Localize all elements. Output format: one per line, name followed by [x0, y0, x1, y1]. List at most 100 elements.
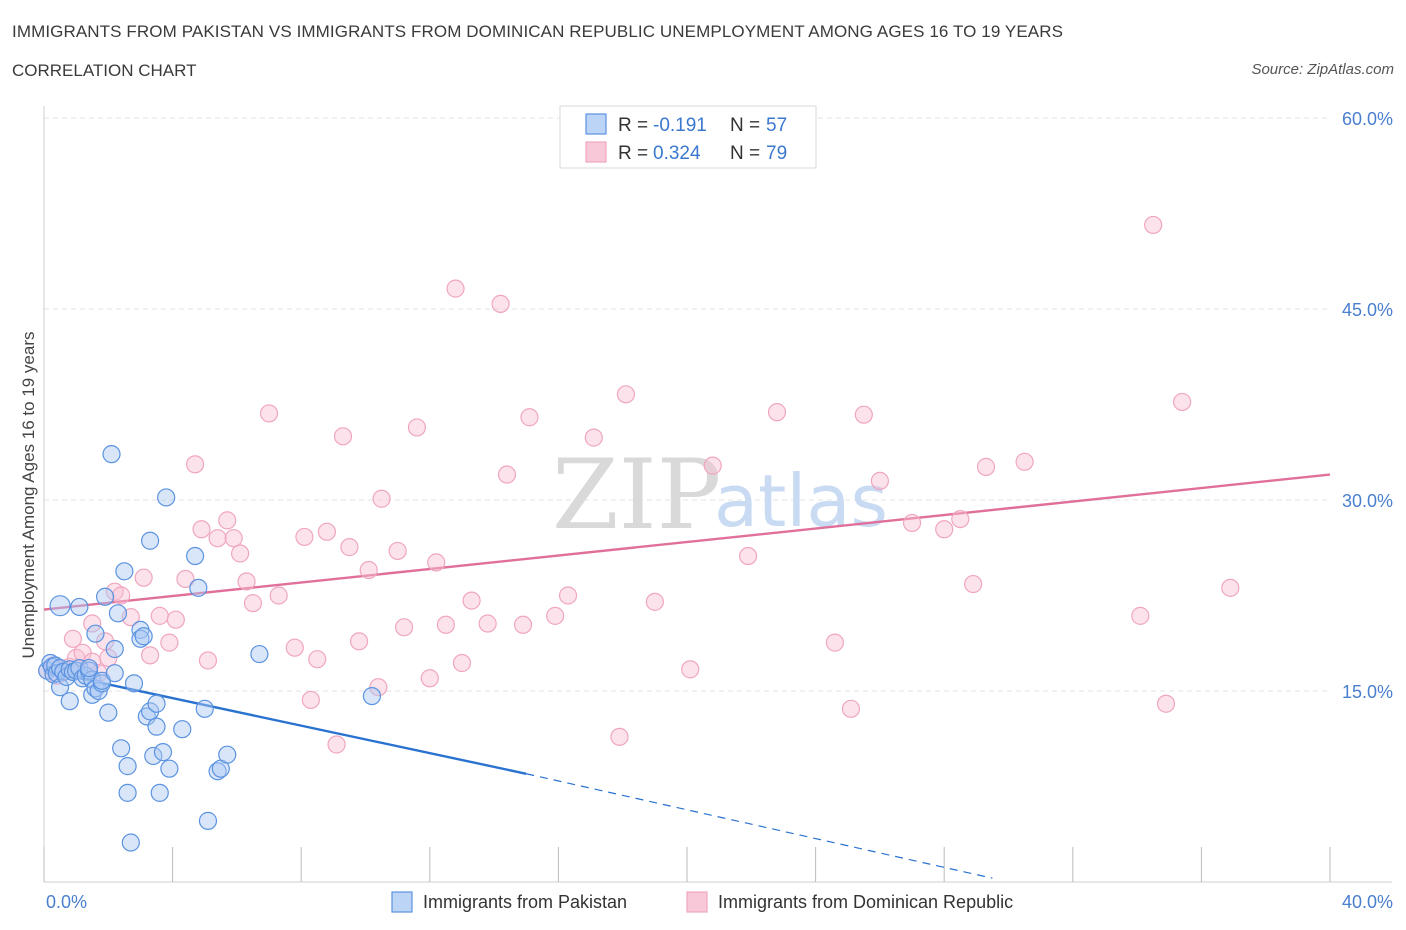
point-pakistan-60 [218, 745, 237, 764]
point-pakistan-61 [250, 644, 269, 664]
point-pakistan-33 [108, 604, 128, 623]
point-dominican-77 [976, 457, 996, 476]
point-pakistan-36 [118, 757, 137, 776]
point-pakistan-55 [189, 578, 208, 597]
point-dominican-53 [462, 591, 481, 610]
point-dominican-32 [269, 586, 288, 605]
x-tick-label-0: 0.0% [46, 892, 87, 912]
point-dominican-83 [1221, 578, 1240, 597]
point-pakistan-35 [115, 562, 134, 581]
point-pakistan-8 [50, 678, 70, 697]
point-dominican-42 [359, 560, 378, 580]
legend-r-value-pakistan: -0.191 [653, 115, 707, 136]
point-dominican-9 [83, 614, 102, 633]
series-pakistan-points [38, 445, 382, 852]
point-pakistan-57 [198, 811, 218, 830]
point-dominican-50 [436, 615, 455, 634]
point-dominican-76 [964, 574, 983, 594]
point-dominican-68 [767, 403, 787, 422]
point-pakistan-42 [134, 627, 153, 646]
y-tick-label-1: 30.0% [1342, 491, 1393, 511]
point-dominican-36 [308, 650, 327, 669]
point-pakistan-10 [60, 660, 79, 679]
point-dominican-17 [140, 646, 160, 665]
point-dominican-71 [854, 405, 873, 424]
point-dominican-73 [902, 513, 922, 533]
point-dominican-64 [645, 592, 664, 611]
trend-line-pakistan-extrapolated [526, 773, 993, 879]
point-pakistan-41 [131, 629, 150, 648]
point-dominican-6 [63, 629, 83, 648]
point-dominican-49 [427, 553, 446, 572]
point-pakistan-31 [105, 639, 124, 659]
point-dominican-58 [520, 408, 539, 427]
point-dominican-21 [176, 569, 195, 589]
point-pakistan-45 [140, 702, 160, 721]
point-dominican-12 [99, 648, 118, 667]
point-dominican-66 [703, 456, 722, 475]
point-dominican-62 [610, 727, 629, 746]
point-dominican-43 [369, 678, 388, 697]
source-label: Source: ZipAtlas.com [1251, 61, 1394, 78]
point-dominican-61 [584, 428, 603, 447]
y-axis-label: Unemployment Among Ages 16 to 19 years [19, 332, 38, 659]
point-pakistan-49 [150, 783, 169, 802]
y-tick-label-0: 15.0% [1342, 682, 1393, 702]
point-dominican-41 [349, 632, 369, 651]
point-pakistan-53 [173, 720, 192, 739]
x-tick-label-1: 40.0% [1342, 892, 1393, 912]
axes [43, 106, 1392, 883]
point-dominican-44 [372, 489, 391, 508]
point-dominican-54 [478, 614, 497, 633]
point-pakistan-62 [362, 686, 382, 706]
series-legend: Immigrants from Pakistan Immigrants from… [391, 891, 1013, 913]
legend-n-label-pakistan: N = [730, 115, 760, 136]
point-dominican-45 [388, 541, 407, 561]
point-pakistan-12 [49, 595, 71, 617]
point-pakistan-58 [208, 762, 227, 781]
point-pakistan-16 [73, 669, 92, 688]
point-dominican-80 [1144, 215, 1163, 235]
stats-legend: R = -0.191 N = 57 R = 0.324 N = 79 [559, 105, 817, 169]
point-pakistan-44 [140, 531, 160, 550]
point-dominican-35 [301, 690, 320, 710]
point-pakistan-29 [99, 703, 118, 722]
point-dominican-33 [285, 638, 304, 657]
point-pakistan-21 [79, 658, 99, 678]
legend-r-label-dominican: R = [618, 143, 648, 164]
point-dominican-59 [546, 606, 565, 625]
point-pakistan-20 [70, 597, 89, 617]
point-dominican-39 [333, 427, 353, 446]
point-pakistan-23 [86, 624, 105, 643]
chart-subtitle: CORRELATION CHART [12, 61, 197, 80]
point-dominican-74 [935, 520, 954, 539]
legend-n-value-pakistan: 57 [766, 115, 787, 136]
point-dominican-48 [420, 669, 439, 688]
point-dominican-55 [491, 294, 510, 314]
y-tick-label-3: 60.0% [1342, 109, 1393, 129]
point-dominican-16 [134, 568, 153, 587]
legend-swatch-pakistan [585, 113, 607, 135]
point-dominican-69 [825, 633, 844, 652]
watermark: ZIP atlas [552, 439, 888, 551]
point-dominican-22 [186, 455, 205, 474]
point-pakistan-37 [118, 783, 137, 802]
point-dominican-81 [1156, 694, 1176, 713]
point-pakistan-46 [144, 746, 163, 766]
point-dominican-34 [295, 527, 314, 547]
point-dominican-56 [497, 465, 517, 484]
legend-swatch-dominican [585, 141, 607, 163]
bottom-legend-label-pakistan: Immigrants from Pakistan [423, 892, 627, 912]
bottom-legend-swatch-dominican [686, 891, 708, 913]
series-dominican-points [38, 215, 1240, 754]
point-pakistan-48 [147, 717, 166, 736]
trend-line-pakistan [43, 669, 527, 775]
point-dominican-47 [407, 418, 427, 437]
point-pakistan-30 [102, 445, 121, 464]
point-pakistan-54 [186, 546, 205, 566]
point-dominican-19 [160, 633, 179, 652]
point-dominican-52 [452, 653, 472, 673]
legend-r-value-dominican: 0.324 [653, 143, 701, 164]
point-dominican-23 [192, 520, 211, 539]
